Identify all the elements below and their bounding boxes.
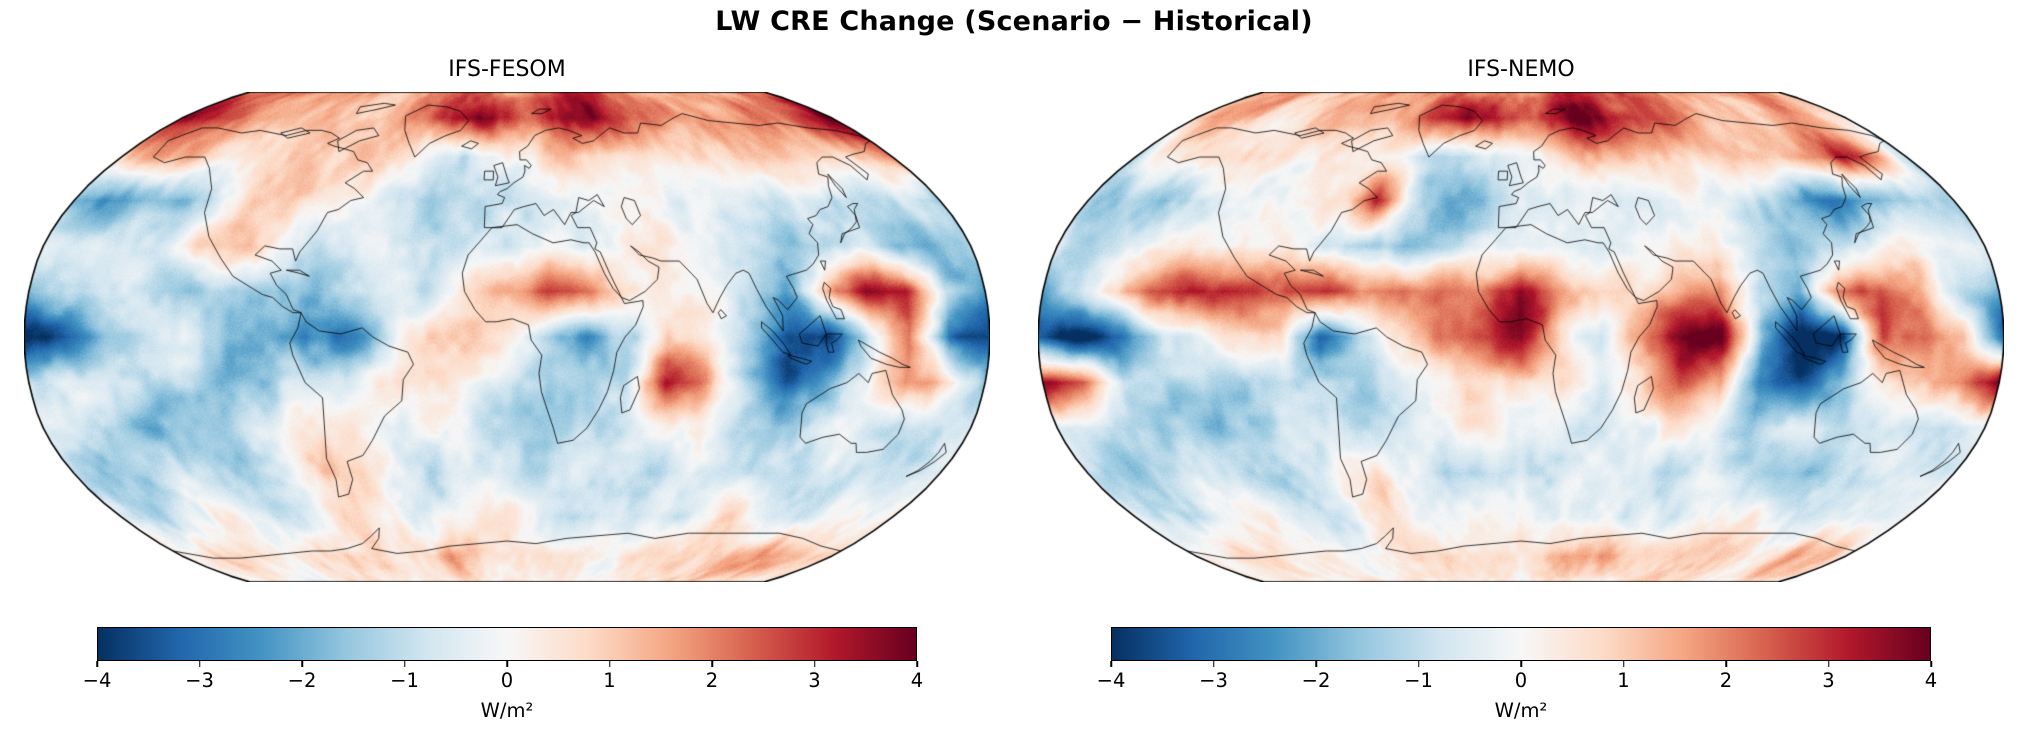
- colorbar-tick-label: 4: [1924, 669, 1938, 692]
- colorbar-tick-label: 0: [500, 669, 514, 692]
- colorbar-tick-label: 1: [1617, 669, 1630, 692]
- colorbar-unit-label: W/m²: [480, 699, 534, 722]
- subplot-title-ifs-fesom: IFS-FESOM: [448, 57, 566, 82]
- colorbar-ifs-nemo: −4 −3 −2 −1 0 1 2 3 4 W/m²: [1097, 627, 1937, 737]
- colorbar-tick-label: −4: [1096, 669, 1126, 692]
- colorbar-tickmark: [916, 661, 918, 667]
- colorbar-tick-label: 3: [808, 669, 821, 692]
- colorbar-tick-label: −3: [185, 669, 214, 692]
- colorbar-tick-label: 4: [910, 669, 924, 692]
- colorbar-tick-label: −2: [287, 669, 317, 692]
- colorbar-tickmark: [1520, 661, 1522, 667]
- map-canvas-ifs-fesom: [24, 92, 990, 582]
- colorbar-tickmark: [1930, 661, 1932, 667]
- colorbar-tick-label: 2: [705, 669, 719, 692]
- colorbar-tickmark: [301, 661, 303, 667]
- colorbar-tickmark: [711, 661, 713, 667]
- subplot-title-ifs-nemo: IFS-NEMO: [1467, 57, 1575, 82]
- panel-ifs-fesom: IFS-FESOM −4 −3 −2 −1 0 1 2 3 4 W/m²: [24, 57, 990, 737]
- map-canvas-ifs-nemo: [1038, 92, 2004, 582]
- colorbar-tickmark: [1212, 661, 1215, 667]
- colorbar-tickmark: [1110, 661, 1112, 667]
- colorbar-tickmark: [1725, 661, 1727, 667]
- colorbar-tick-label: −1: [1404, 669, 1433, 692]
- colorbar-unit-label: W/m²: [1494, 699, 1548, 722]
- colorbar-tickmark: [1622, 661, 1625, 667]
- colorbar-tickmark: [403, 661, 406, 667]
- colorbar-gradient: [1111, 627, 1931, 661]
- colorbar-tick-label: −4: [82, 669, 112, 692]
- colorbar-tick-label: −3: [1199, 669, 1228, 692]
- colorbar-tick-label: 0: [1514, 669, 1528, 692]
- colorbar-tickmark: [506, 661, 508, 667]
- colorbar-tickmark: [96, 661, 98, 667]
- colorbar-tick-label: 1: [603, 669, 616, 692]
- colorbar-ifs-fesom: −4 −3 −2 −1 0 1 2 3 4 W/m²: [83, 627, 923, 737]
- colorbar-tick-label: −2: [1301, 669, 1331, 692]
- colorbar-tickmark: [608, 661, 611, 667]
- colorbar-tick-label: −1: [390, 669, 419, 692]
- colorbar-tick-label: 2: [1719, 669, 1733, 692]
- figure-title: LW CRE Change (Scenario − Historical): [715, 6, 1313, 37]
- colorbar-tickmark: [198, 661, 201, 667]
- panel-ifs-nemo: IFS-NEMO −4 −3 −2 −1 0 1 2 3 4 W/m²: [1014, 0, 2028, 746]
- colorbar-tickmark: [1315, 661, 1317, 667]
- colorbar-tickmark: [813, 661, 816, 667]
- colorbar-tickmark: [1417, 661, 1420, 667]
- colorbar-gradient: [97, 627, 917, 661]
- colorbar-tickmark: [1827, 661, 1830, 667]
- colorbar-tick-label: 3: [1822, 669, 1835, 692]
